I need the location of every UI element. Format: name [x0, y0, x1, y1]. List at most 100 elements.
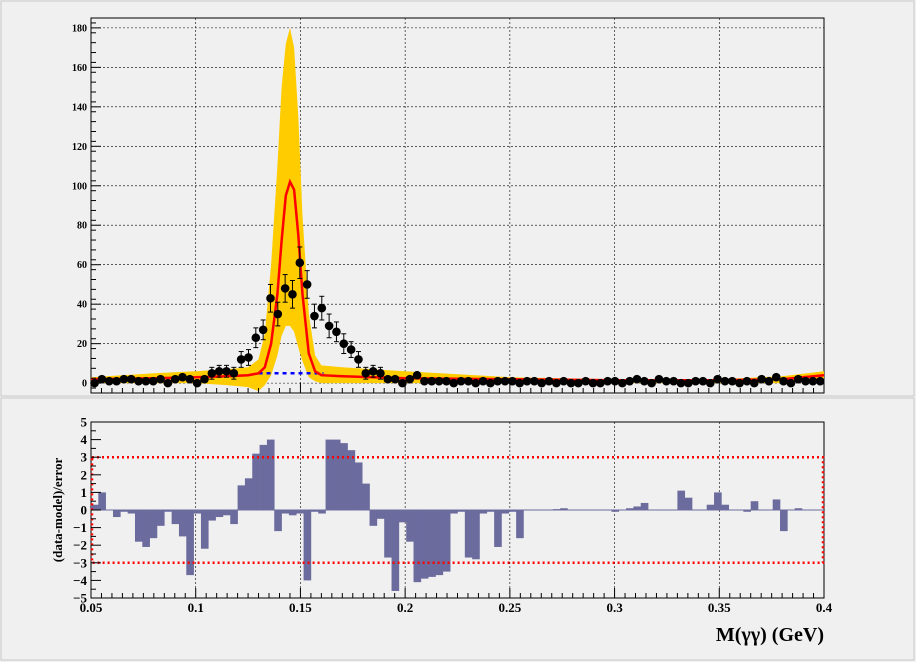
data-point: [390, 374, 400, 384]
data-point: [244, 353, 253, 362]
data-point: [544, 376, 554, 386]
data-point: [346, 345, 356, 354]
residual-bar: [750, 501, 759, 510]
residual-y-tick-label: −3: [73, 555, 87, 570]
data-point: [727, 376, 737, 386]
residual-x-tick-label: 0.2: [397, 600, 413, 615]
residual-bar: [362, 483, 370, 510]
data-point: [596, 378, 605, 388]
residual-bar: [420, 510, 429, 579]
data-point: [566, 378, 576, 388]
residual-y-label: (data-model)/error: [50, 458, 65, 563]
data-points: [90, 246, 825, 388]
residual-bar: [486, 510, 495, 512]
data-point: [749, 378, 759, 388]
data-point: [610, 376, 620, 386]
residual-bar: [340, 443, 348, 510]
data-point: [632, 374, 642, 384]
residual-bar: [479, 510, 488, 514]
residual-bar: [274, 510, 282, 532]
data-point: [288, 290, 297, 299]
residual-bar: [384, 510, 392, 558]
residual-x-tick-label: 0.25: [498, 600, 521, 615]
residual-bar: [230, 510, 238, 525]
data-point: [815, 376, 825, 386]
residual-bar: [91, 504, 99, 510]
data-point: [405, 374, 415, 384]
data-point: [229, 368, 239, 378]
residual-bar: [442, 510, 451, 572]
data-point: [222, 366, 231, 376]
data-point: [500, 376, 510, 386]
residual-bar: [186, 510, 194, 576]
data-point: [280, 284, 290, 293]
data-point: [720, 376, 730, 386]
data-point: [537, 378, 546, 388]
data-point: [302, 280, 312, 289]
residual-bar: [406, 510, 414, 542]
data-point: [398, 378, 407, 388]
residual-x-label: M(γγ) (GeV): [716, 624, 824, 646]
residual-bar: [296, 510, 304, 514]
residual-x-tick-label: 0.3: [606, 600, 623, 615]
residual-bar: [303, 510, 312, 581]
residual-bar: [332, 439, 341, 510]
residual-y-tick-label: 2: [81, 467, 88, 482]
data-point: [471, 378, 481, 388]
data-point: [530, 376, 539, 386]
data-point: [97, 374, 107, 384]
residual-bar: [435, 510, 444, 576]
fit-y-tick-label: 140: [72, 102, 87, 113]
residual-bar: [369, 510, 378, 526]
data-point: [779, 376, 788, 386]
data-point: [266, 293, 275, 303]
data-point: [464, 376, 473, 386]
fit-y-axis: 0 20 40 60 80 100 120 140 160 180: [72, 22, 101, 390]
data-point: [581, 376, 590, 386]
data-point: [170, 374, 180, 384]
data-point: [412, 370, 422, 380]
data-point: [742, 376, 752, 386]
data-point: [662, 376, 671, 386]
residual-y-tick-label: −4: [73, 573, 87, 588]
data-point: [757, 374, 766, 384]
data-point: [156, 374, 165, 384]
data-point: [354, 355, 363, 364]
data-point: [764, 376, 774, 386]
residual-bar: [193, 510, 202, 514]
fit-y-tick-label: 20: [77, 339, 87, 350]
residual-bar: [156, 510, 165, 526]
data-point: [376, 368, 385, 378]
data-point: [141, 376, 151, 386]
residual-y-tick-label: −5: [73, 591, 87, 606]
residual-bar: [244, 478, 253, 510]
fit-y-tick-label: 100: [72, 181, 87, 192]
residual-bar: [508, 510, 517, 512]
data-point: [339, 339, 349, 348]
fit-y-tick-label: 80: [77, 221, 87, 232]
data-point: [618, 378, 627, 388]
data-point: [647, 378, 656, 388]
residual-bar: [780, 510, 788, 532]
residual-bar: [200, 510, 209, 549]
data-point: [552, 378, 561, 388]
data-point: [361, 368, 371, 378]
residual-bar: [413, 510, 422, 583]
residual-bar: [714, 492, 722, 510]
data-point: [808, 376, 818, 386]
residual-bar: [215, 510, 224, 518]
data-point: [178, 372, 187, 382]
data-point: [163, 378, 173, 388]
data-point: [310, 311, 319, 321]
data-point: [442, 376, 451, 386]
residual-y-tick-label: 1: [81, 485, 88, 500]
residual-bar: [142, 510, 150, 547]
residual-bar: [457, 510, 466, 512]
fit-plot-frame: [90, 17, 825, 394]
data-point: [332, 327, 341, 337]
residual-bar: [127, 510, 136, 514]
residual-x-axis: 0.05 0.1 0.15 0.2 0.25 0.3 0.35 0.4: [80, 588, 833, 615]
fit-y-tick-label: 40: [77, 300, 87, 311]
residual-bar: [237, 485, 246, 510]
residual-bar: [222, 510, 231, 516]
